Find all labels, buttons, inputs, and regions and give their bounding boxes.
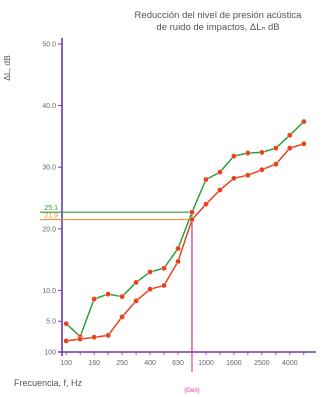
series-1-point [231, 153, 237, 159]
series-line-1 [65, 121, 305, 338]
y-tick-label: 30.0 [42, 165, 56, 172]
series-2-point [189, 216, 195, 223]
x-tick-label: 250 [116, 360, 128, 367]
reference-marker-label: (Gen) [184, 388, 199, 394]
series-1-point [91, 296, 97, 302]
series-2-point [147, 286, 153, 292]
x-tick-label: 1600 [226, 360, 242, 367]
series-2-point [175, 258, 181, 265]
series-1-point [161, 265, 167, 272]
series-1-point [189, 209, 195, 215]
y-tick-label: 40.0 [42, 103, 56, 110]
series-2-point [203, 201, 209, 207]
x-tick-label: 100 [60, 360, 72, 367]
x-axis-label: Frecuencia, f, Hz [14, 378, 83, 388]
series-1-point [301, 118, 307, 125]
series-1-point [203, 176, 209, 183]
y-tick-label: 10.0 [42, 288, 56, 295]
series-2-point [217, 187, 223, 193]
series-1-point [259, 149, 265, 156]
plot-area: 100 5.0 10.0 20.0 30.0 40.0 50.0 100 160 250 400 63… [40, 38, 316, 394]
x-tick-label: 4000 [282, 360, 298, 367]
reference-value-label: 25.1 [44, 205, 58, 212]
series-2-point [287, 145, 293, 151]
series-2-point [105, 332, 111, 339]
series-1-point [287, 132, 293, 138]
y-tick-label: 5.0 [46, 319, 56, 326]
x-tick-label: 2500 [254, 360, 270, 367]
y-tick-label: 20.0 [42, 226, 56, 233]
y-tick-label: 50.0 [42, 42, 56, 49]
y-tick-label: 100 [44, 350, 56, 357]
series-1-point [245, 150, 251, 156]
reference-value-label: 21.9 [44, 213, 58, 220]
series-1-point [133, 279, 139, 286]
series-2-point [119, 314, 125, 320]
x-tick-label: 400 [144, 360, 156, 367]
series-1-point [105, 291, 111, 297]
x-tick-label: 1000 [198, 360, 214, 367]
x-tick-label: 630 [172, 360, 184, 367]
series-2-point [63, 338, 69, 344]
series-1-point [273, 145, 279, 151]
series-1-point [147, 269, 153, 275]
chart-title-line2: de ruido de impactos, ΔLₙ dB [156, 22, 279, 33]
chart-title-line1: Reducción del nivel de presión acústica [135, 10, 303, 21]
series-2-point [161, 282, 167, 289]
series-2-point [245, 172, 251, 179]
series-1-point [217, 169, 223, 175]
y-axis-label: ΔL, dB [2, 55, 12, 81]
series-1-point [175, 245, 181, 252]
series-2-point [133, 298, 139, 304]
series-2-point [301, 140, 307, 147]
x-tick-label: 160 [88, 360, 100, 367]
series-2-point [91, 334, 97, 341]
series-2-point [259, 166, 265, 173]
series-1-point [63, 320, 69, 327]
series-1-point [119, 293, 125, 300]
series-2-point [231, 175, 237, 182]
series-2-point [273, 161, 279, 167]
series-2-point [77, 336, 83, 342]
series-line-2 [66, 143, 305, 342]
